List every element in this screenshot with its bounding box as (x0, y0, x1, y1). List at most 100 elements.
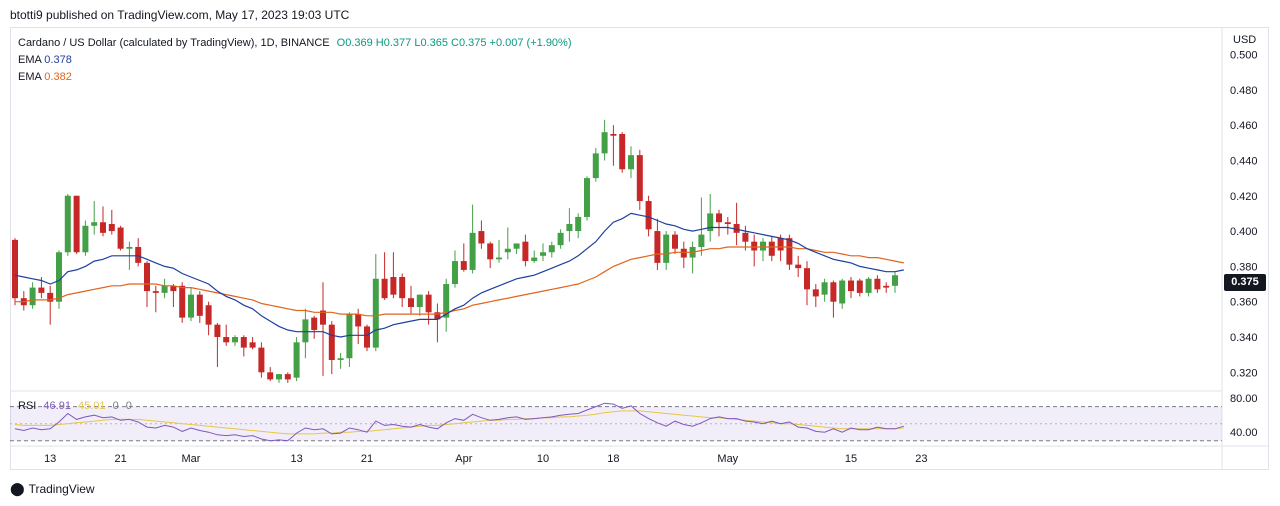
time-tick-label: 18 (607, 453, 619, 465)
candle (170, 284, 177, 308)
candle-body (170, 285, 177, 292)
rsi-legend[interactable]: RSI 46.91 45.01 0 0 (18, 400, 132, 412)
candle (584, 176, 590, 221)
candle (698, 197, 705, 256)
candle (460, 243, 467, 272)
candle (205, 301, 212, 336)
candle-body (707, 213, 714, 232)
candle-body (311, 317, 318, 330)
candle (513, 243, 520, 255)
candle-body (443, 284, 450, 318)
candle-body (619, 133, 626, 170)
candle (249, 337, 256, 350)
candle-body (100, 222, 106, 233)
candle-body (302, 319, 309, 343)
candle (874, 275, 881, 293)
price-tick-label: 0.400 (1230, 226, 1258, 238)
candle (654, 218, 661, 270)
candle (830, 280, 837, 318)
chart-frame (10, 27, 1269, 470)
candle-body (874, 278, 881, 290)
ema-fast-row[interactable]: EMA 0.378 (18, 52, 572, 69)
candle (196, 291, 203, 323)
candle-body (645, 201, 652, 230)
candle (821, 278, 828, 302)
candle-body (346, 314, 353, 359)
ema-slow-row[interactable]: EMA 0.382 (18, 69, 572, 86)
time-tick-label: 13 (44, 453, 56, 465)
price-tick-label: 0.360 (1230, 297, 1258, 309)
candle-body (399, 276, 406, 299)
candle (636, 149, 643, 210)
candle (733, 202, 740, 246)
candle-body (381, 278, 388, 299)
candle-body (742, 232, 749, 242)
candle (566, 208, 573, 242)
candle (839, 278, 846, 309)
time-tick-label: 21 (361, 453, 373, 465)
candle-body (232, 337, 238, 343)
candle (434, 303, 441, 343)
candle-body (848, 280, 854, 292)
last-price-tag: 0.375 (1224, 274, 1266, 291)
candle (865, 276, 872, 297)
candle (161, 278, 168, 299)
candle-body (135, 246, 142, 263)
candle (328, 321, 335, 375)
ema-slow-label: EMA (18, 71, 42, 83)
symbol-title: Cardano / US Dollar (calculated by Tradi… (18, 37, 330, 49)
candle-body (865, 278, 872, 293)
candle (284, 372, 291, 383)
candle-body (240, 337, 247, 348)
candle-body (249, 342, 256, 348)
candle (680, 241, 687, 269)
candle (240, 335, 247, 357)
candle-body (804, 268, 810, 290)
candle-body (91, 222, 98, 226)
price-tick-label: 0.380 (1230, 261, 1258, 273)
candle-body (416, 294, 423, 308)
candle-body (267, 372, 274, 380)
candle-body (566, 224, 573, 232)
candle (302, 308, 309, 359)
candle-body (293, 342, 300, 378)
tradingview-logo[interactable]: ⬤ TradingView (10, 481, 95, 497)
candle (293, 337, 300, 382)
time-tick-label: 21 (114, 453, 126, 465)
candle-body (856, 280, 863, 293)
candle-body (188, 294, 194, 318)
time-tick-label: 15 (845, 453, 857, 465)
candle (883, 282, 890, 293)
candle-body (328, 324, 335, 360)
candle-body (460, 261, 467, 270)
price-tick-label: 0.420 (1230, 191, 1258, 203)
candle-body (12, 239, 18, 299)
candle-body (487, 243, 494, 260)
publisher-header: btotti9 published on TradingView.com, Ma… (10, 8, 350, 22)
ema-fast-line (14, 212, 904, 338)
candle-body (117, 227, 124, 249)
candle (487, 241, 494, 269)
candle (179, 282, 186, 323)
candle-body (47, 292, 54, 302)
candle (64, 193, 71, 256)
price-tick-label: 0.500 (1230, 49, 1258, 61)
candle-body (513, 243, 520, 249)
candle (372, 254, 379, 352)
candle-body (38, 287, 45, 293)
time-tick-label: Mar (182, 453, 201, 465)
candle-body (126, 246, 133, 249)
ema-slow-line (15, 246, 904, 317)
symbol-row[interactable]: Cardano / US Dollar (calculated by Tradi… (18, 35, 572, 52)
candle (601, 119, 608, 161)
candle (619, 132, 626, 173)
price-tick-label: 0.460 (1230, 120, 1258, 132)
candle (751, 234, 758, 267)
candle-body (496, 257, 502, 260)
candle-body (883, 285, 890, 288)
candle (223, 324, 230, 346)
candle (856, 278, 863, 297)
currency-label[interactable]: USD (1233, 34, 1257, 46)
candle-body (152, 291, 159, 293)
